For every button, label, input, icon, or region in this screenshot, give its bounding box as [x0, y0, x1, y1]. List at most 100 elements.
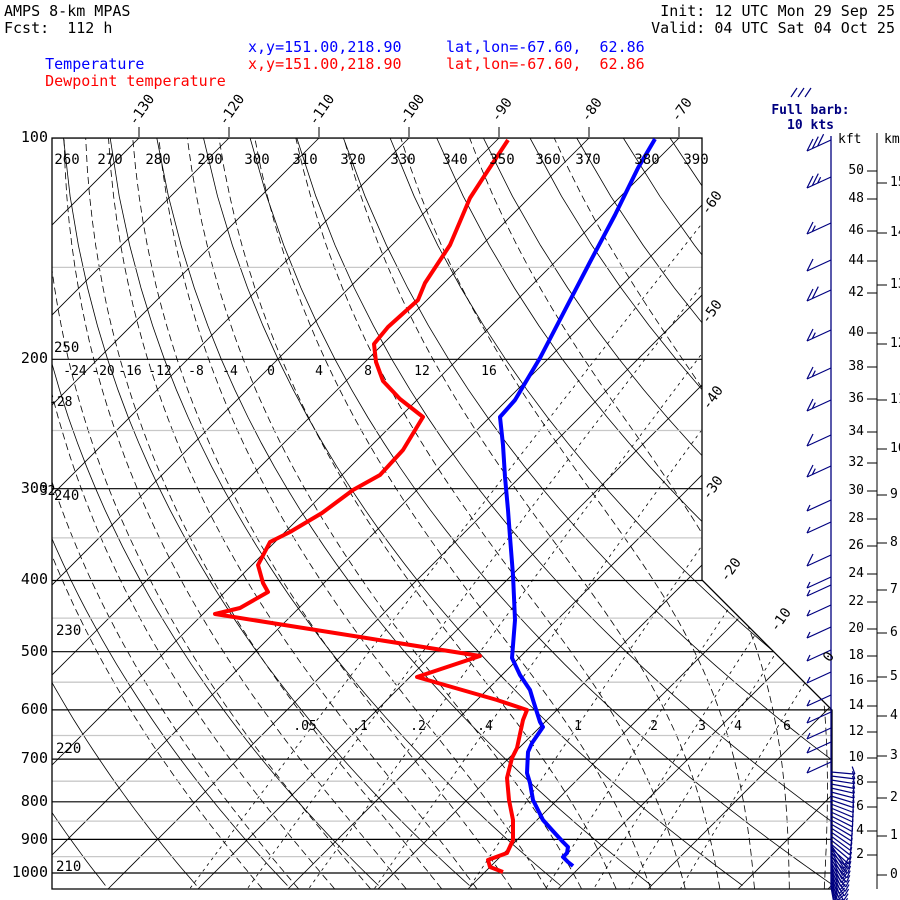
isotherm-line	[52, 138, 770, 889]
dry-adiabat-line	[0, 138, 14, 886]
moist-adiabat-line	[52, 138, 299, 889]
km-label: 0.	[890, 867, 900, 882]
moist-adiabat-label: 0	[267, 364, 275, 379]
theta-label: 370	[575, 152, 601, 168]
kft-axis-label: kft	[838, 132, 862, 147]
kft-label: 6	[856, 799, 864, 814]
legend-temperature-label: Temperature	[45, 55, 145, 73]
legend-dewpoint-xy: x,y=151.00,218.90	[248, 55, 402, 73]
dry-adiabat-line	[156, 138, 652, 886]
isotherm-line	[52, 138, 410, 889]
wind-barb	[830, 854, 844, 876]
wind-barb	[830, 803, 854, 814]
theta-label: 260	[54, 152, 80, 168]
barb-note-marks	[804, 87, 812, 98]
wind-barb	[806, 694, 832, 707]
wind-barb	[830, 807, 854, 818]
mixing-ratio-label: 4	[734, 719, 742, 734]
moist-adiabat-line	[52, 138, 263, 889]
wind-barb	[830, 787, 855, 794]
kft-label: 12	[848, 724, 864, 739]
dry-adiabat-line	[63, 138, 470, 886]
mixing-ratio-label: 2	[650, 719, 658, 734]
valid-time: Valid: 04 UTC Sat 04 Oct 25	[651, 19, 895, 37]
isotherm-line	[557, 138, 832, 889]
moist-adiabat-label: 4	[315, 364, 323, 379]
legend-dewpoint-latlon: lat,lon=-67.60, 62.86	[446, 55, 645, 73]
wind-barb	[806, 521, 832, 534]
wind-barb	[806, 259, 832, 272]
dry-adiabat-line	[52, 138, 106, 886]
mixing-ratio-label: 3	[698, 719, 706, 734]
pressure-label: 400	[20, 570, 48, 588]
mixing-ratio-label: 1	[574, 719, 582, 734]
wind-barb	[806, 367, 832, 380]
moist-adiabat-line	[63, 138, 407, 889]
wind-barb	[830, 851, 844, 873]
pressure-label: 700	[20, 749, 48, 767]
mixing-ratio-line	[308, 138, 832, 889]
km-label: 14.	[890, 225, 900, 240]
theta-label: 240	[54, 488, 80, 504]
kft-label: 28	[848, 511, 864, 526]
theta-label: 230	[56, 623, 82, 639]
theta-label: 340	[442, 152, 468, 168]
moist-adiabat-label: 16	[481, 364, 497, 379]
kft-label: 14	[848, 698, 864, 713]
km-label: 12.	[890, 336, 900, 351]
forecast-hour: Fcst: 112 h	[4, 19, 113, 37]
wind-barb	[830, 799, 854, 809]
plot-border	[51, 137, 833, 890]
wind-barb	[806, 671, 832, 684]
moist-adiabat-label: -20	[91, 364, 115, 379]
wind-barb	[830, 831, 852, 847]
wind-barb	[806, 649, 832, 662]
isotherm-line	[52, 138, 500, 889]
wind-barb	[830, 835, 851, 851]
pressure-label: 900	[20, 830, 48, 848]
wind-barb	[806, 399, 832, 412]
kft-label: 48	[848, 191, 864, 206]
moist-adiabat-line	[132, 138, 513, 889]
kft-label: 42	[848, 285, 864, 300]
wind-barb	[830, 873, 839, 898]
kft-label: 40	[848, 325, 864, 340]
wind-barb	[830, 775, 855, 780]
temperature-curve	[498, 138, 657, 868]
wind-barb	[830, 886, 834, 900]
mixing-ratio-line	[247, 138, 817, 889]
theta-label: 220	[56, 741, 82, 757]
wind-barb	[806, 176, 832, 189]
kft-label: 30	[848, 483, 864, 498]
mixing-ratio-line	[628, 138, 832, 889]
isotherm-line	[52, 138, 680, 889]
barb-note-marks	[790, 87, 798, 98]
mixing-ratio-line	[545, 138, 832, 889]
mixing-ratio-label: .05	[293, 719, 317, 734]
dry-adiabat-line	[483, 138, 832, 886]
init-time: Init: 12 UTC Mon 29 Sep 25	[660, 2, 895, 20]
wind-barb	[806, 711, 832, 724]
wind-barb	[806, 626, 832, 639]
kft-label: 36	[848, 391, 864, 406]
kft-label: 4	[856, 823, 864, 838]
kft-label: 32	[848, 455, 864, 470]
isotherm-line	[52, 138, 320, 889]
wind-barb	[830, 795, 855, 804]
wind-barb	[830, 819, 853, 833]
km-label: 13.	[890, 277, 900, 292]
barb-note-marks	[797, 87, 805, 98]
km-label: 15.	[890, 175, 900, 190]
wind-barb	[830, 877, 839, 900]
moist-adiabat-line	[218, 138, 617, 889]
km-label: 6.	[890, 625, 900, 640]
km-label: 9.	[890, 487, 900, 502]
dry-adiabat-line	[203, 138, 743, 886]
moist-adiabat-line	[52, 138, 371, 889]
kft-label: 44	[848, 253, 864, 268]
moist-adiabat-line	[254, 138, 651, 889]
moist-adiabat-line	[85, 138, 442, 889]
wind-barb	[806, 576, 832, 589]
theta-label: 290	[197, 152, 223, 168]
mixing-ratio-line	[189, 138, 771, 889]
